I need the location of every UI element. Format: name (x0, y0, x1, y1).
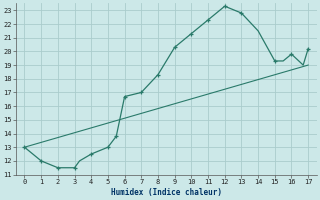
X-axis label: Humidex (Indice chaleur): Humidex (Indice chaleur) (111, 188, 222, 197)
